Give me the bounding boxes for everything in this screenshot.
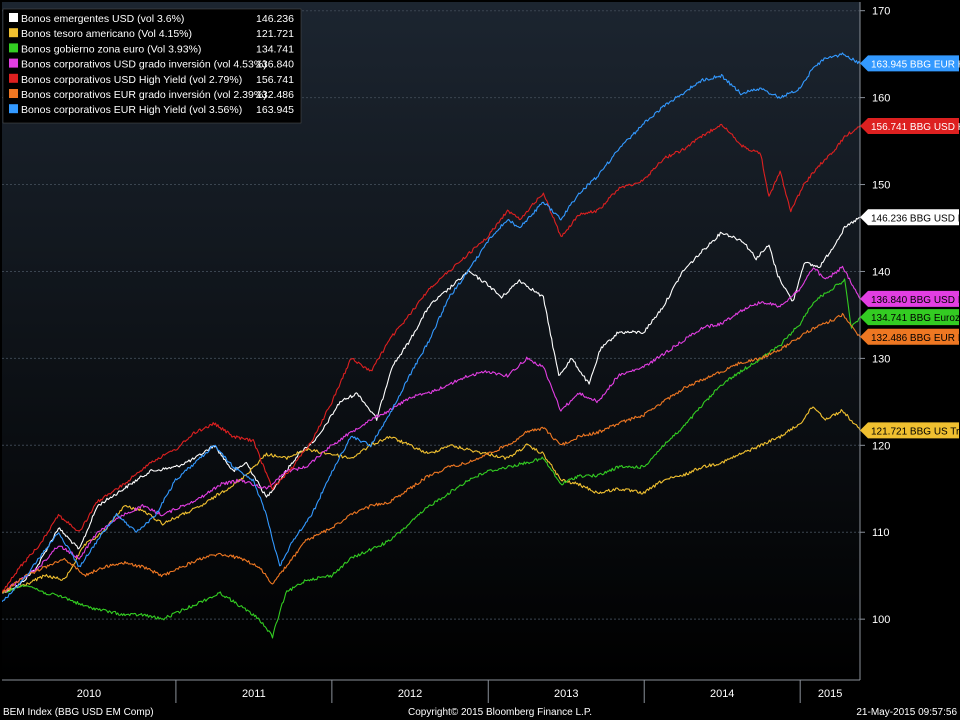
legend-series-name: Bonos gobierno zona euro (Vol 3.93%) bbox=[21, 43, 201, 55]
legend-series-name: Bonos tesoro americano (Vol 4.15%) bbox=[21, 28, 192, 40]
legend-swatch bbox=[9, 43, 18, 53]
value-tag: 146.236 BBG USD E bbox=[860, 209, 960, 226]
y-tick-label: 120 bbox=[872, 440, 890, 452]
value-tag-label: 132.486 BBG EUR I bbox=[871, 333, 960, 344]
y-tick-label: 150 bbox=[872, 180, 890, 192]
value-tag-box bbox=[860, 55, 959, 72]
value-tag-box bbox=[860, 290, 959, 307]
legend-series-value: 134.741 bbox=[256, 43, 294, 55]
legend-swatch bbox=[9, 104, 18, 114]
value-tag: 156.741 BBG USD H bbox=[860, 117, 960, 134]
legend-box bbox=[2, 8, 302, 124]
series-lines bbox=[2, 52, 860, 639]
series-line bbox=[2, 265, 860, 594]
legend-series-name: Bonos corporativos USD High Yield (vol 2… bbox=[21, 74, 242, 86]
footer-index: BEM Index (BBG USD EM Comp) bbox=[3, 707, 154, 718]
value-tag-box bbox=[860, 422, 959, 439]
value-tag-box bbox=[860, 309, 959, 326]
value-tag-box bbox=[860, 328, 959, 345]
value-tag: 132.486 BBG EUR I bbox=[860, 328, 960, 345]
series-line bbox=[2, 278, 860, 639]
legend-series-value: 146.236 bbox=[256, 13, 294, 25]
value-tag: 163.945 BBG EUR H bbox=[860, 55, 960, 72]
footer-copyright: Copyright© 2015 Bloomberg Finance L.P. bbox=[408, 707, 592, 718]
legend-swatch bbox=[9, 28, 18, 38]
value-tag-label: 121.721 BBG US Tr bbox=[871, 426, 960, 437]
legend-series-name: Bonos corporativos USD grado inversión (… bbox=[21, 59, 267, 71]
y-axis: 100 110 120 130 140 150 160 170 bbox=[859, 2, 890, 680]
series-line bbox=[2, 312, 860, 594]
legend-swatch bbox=[9, 89, 18, 98]
legend-series-name: Bonos corporativos EUR grado inversión (… bbox=[21, 89, 267, 101]
x-tick-label: 2012 bbox=[398, 688, 422, 700]
y-tick-label: 100 bbox=[872, 614, 890, 626]
value-tag-label: 136.840 BBG USD I bbox=[871, 295, 960, 306]
legend-series-value: 121.721 bbox=[256, 28, 294, 40]
legend-series-value: 156.741 bbox=[256, 74, 294, 86]
x-axis: 2010 2011 2012 2013 2014 2015 bbox=[2, 679, 860, 703]
y-tick-label: 130 bbox=[872, 353, 890, 365]
footer: BEM Index (BBG USD EM Comp) Copyright© 2… bbox=[3, 707, 957, 718]
series-line bbox=[2, 406, 860, 594]
value-tag: 121.721 BBG US Tr bbox=[860, 422, 960, 439]
value-tag-box bbox=[860, 117, 959, 134]
value-tag: 136.840 BBG USD I bbox=[860, 290, 960, 307]
value-tag-box bbox=[860, 209, 959, 226]
x-tick-label: 2011 bbox=[242, 688, 266, 700]
value-tag-label: 156.741 BBG USD H bbox=[871, 122, 960, 133]
x-tick-label: 2015 bbox=[818, 688, 842, 700]
grid bbox=[2, 10, 860, 620]
x-tick-label: 2014 bbox=[710, 688, 734, 700]
legend-swatch bbox=[9, 58, 18, 68]
y-tick-label: 170 bbox=[872, 6, 890, 18]
y-tick-label: 110 bbox=[872, 527, 890, 539]
value-tag-label: 163.945 BBG EUR H bbox=[871, 59, 960, 70]
series-line bbox=[2, 123, 860, 594]
legend-swatch bbox=[9, 73, 18, 83]
legend-series-value: 132.486 bbox=[256, 89, 294, 101]
legend-series-value: 136.840 bbox=[256, 59, 294, 71]
legend-series-value: 163.945 bbox=[256, 104, 294, 116]
x-tick-label: 2010 bbox=[77, 688, 101, 700]
value-tag-label: 146.236 BBG USD E bbox=[871, 213, 960, 224]
value-tags: 146.236 BBG USD E 121.721 BBG US Tr 134.74… bbox=[860, 55, 960, 439]
series-line bbox=[2, 216, 860, 594]
x-tick-label: 2013 bbox=[554, 688, 578, 700]
y-tick-label: 160 bbox=[872, 93, 890, 105]
y-tick-label: 140 bbox=[872, 266, 890, 278]
series-line bbox=[2, 52, 860, 603]
legend-series-name: Bonos corporativos EUR High Yield (vol 3… bbox=[21, 104, 242, 116]
legend: Bonos emergentes USD (vol 3.6%) 146.236 Bo… bbox=[2, 8, 302, 124]
footer-timestamp: 21-May-2015 09:57:56 bbox=[856, 707, 957, 718]
legend-series-name: Bonos emergentes USD (vol 3.6%) bbox=[21, 13, 184, 25]
value-tag-label: 134.741 BBG Euroz bbox=[871, 313, 960, 324]
legend-swatch bbox=[9, 13, 18, 22]
value-tag: 134.741 BBG Euroz bbox=[860, 309, 960, 326]
